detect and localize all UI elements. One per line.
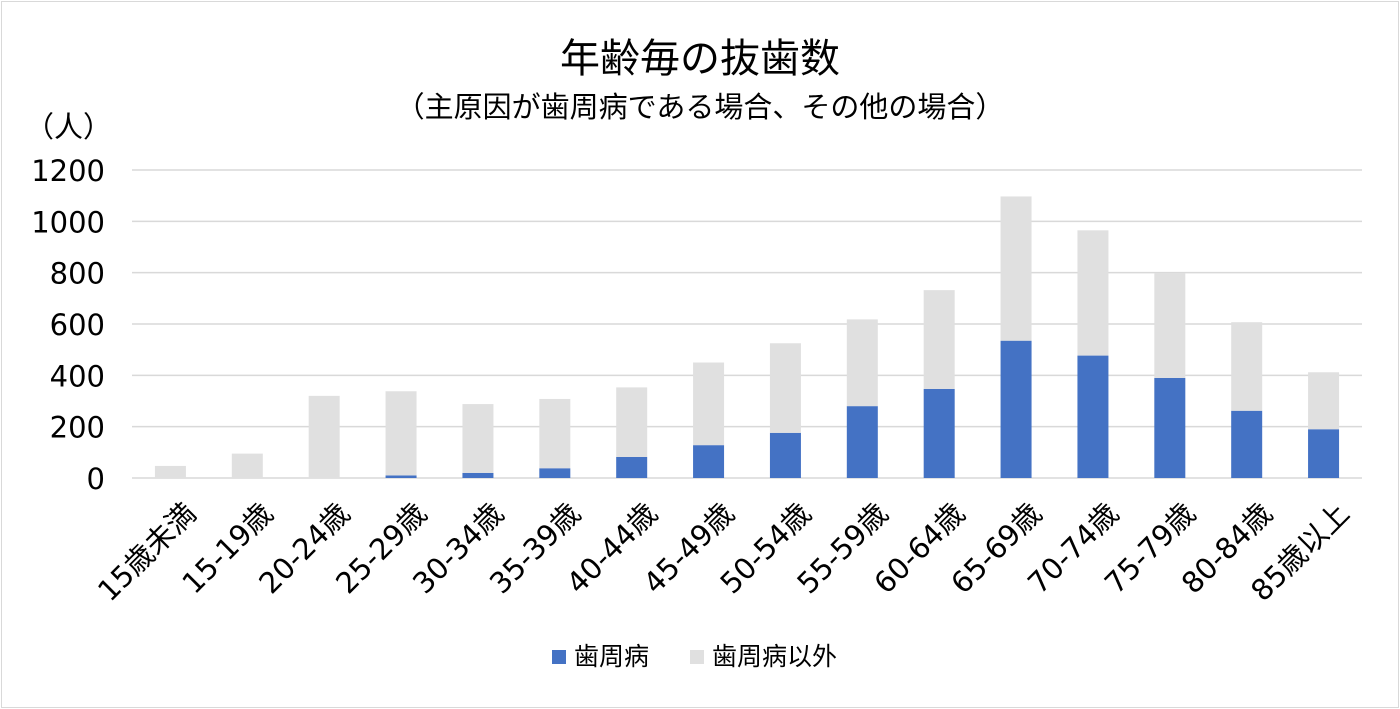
bar-periodontal-15 bbox=[1308, 429, 1340, 478]
legend-label: 歯周病以外 bbox=[712, 642, 837, 671]
y-tick-label: 200 bbox=[50, 411, 105, 445]
bar-periodontal-7 bbox=[693, 445, 725, 478]
bar-other-4 bbox=[462, 404, 494, 473]
bar-periodontal-3 bbox=[385, 475, 417, 478]
legend: 歯周病 歯周病以外 bbox=[552, 642, 837, 671]
bars bbox=[154, 196, 1340, 478]
bar-periodontal-12 bbox=[1077, 355, 1109, 478]
legend-swatch bbox=[552, 650, 566, 664]
bar-other-7 bbox=[693, 362, 725, 446]
bar-other-8 bbox=[769, 343, 801, 433]
bar-other-10 bbox=[923, 290, 955, 389]
bar-periodontal-14 bbox=[1231, 410, 1263, 478]
bar-periodontal-11 bbox=[1000, 340, 1032, 478]
bar-other-3 bbox=[385, 391, 417, 476]
bar-periodontal-4 bbox=[462, 472, 494, 478]
bar-periodontal-9 bbox=[846, 406, 878, 478]
bar-other-11 bbox=[1000, 196, 1032, 341]
bar-periodontal-13 bbox=[1154, 377, 1186, 478]
x-tick-label: 15歳未満 bbox=[91, 496, 203, 608]
bar-other-5 bbox=[539, 398, 571, 469]
x-tick-labels: 15歳未満15-19歳20-24歳25-29歳30-34歳35-39歳40-44… bbox=[91, 496, 1356, 608]
bar-periodontal-5 bbox=[539, 468, 571, 478]
bar-periodontal-8 bbox=[769, 432, 801, 478]
legend-label: 歯周病 bbox=[574, 642, 649, 671]
bar-periodontal-10 bbox=[923, 388, 955, 478]
chart-title: 年齢毎の抜歯数 bbox=[560, 36, 840, 82]
bar-other-15 bbox=[1308, 372, 1340, 430]
bar-other-9 bbox=[846, 319, 878, 407]
chart-subtitle: （主原因が歯周病である場合、その他の場合） bbox=[396, 90, 1005, 124]
bar-other-6 bbox=[616, 387, 648, 457]
y-tick-labels: 0 200 400 600 800 1000 1200 bbox=[31, 154, 105, 496]
y-tick-label: 400 bbox=[50, 359, 105, 393]
y-tick-label: 1200 bbox=[31, 154, 105, 188]
bar-other-12 bbox=[1077, 230, 1109, 356]
y-tick-label: 800 bbox=[50, 257, 105, 291]
y-tick-label: 0 bbox=[87, 462, 105, 496]
legend-swatch bbox=[690, 650, 704, 664]
bar-other-14 bbox=[1231, 322, 1263, 411]
bar-other-1 bbox=[231, 453, 263, 478]
y-tick-label: 1000 bbox=[31, 205, 105, 239]
bar-periodontal-6 bbox=[616, 456, 648, 478]
bar-other-0 bbox=[154, 465, 186, 478]
y-tick-label: 600 bbox=[50, 308, 105, 342]
bar-other-13 bbox=[1154, 273, 1186, 378]
bar-other-2 bbox=[308, 395, 340, 478]
y-axis-label: （人） bbox=[25, 110, 112, 144]
